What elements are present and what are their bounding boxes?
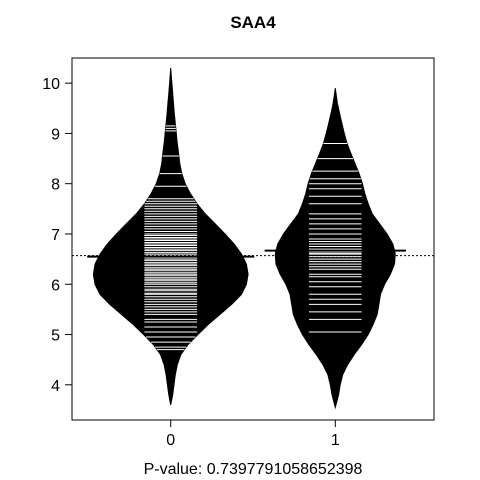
bean-group-0 (92, 68, 249, 405)
y-tick-label-5: 5 (51, 328, 60, 345)
y-tick-label-4: 4 (51, 378, 60, 395)
y-tick-label-6: 6 (51, 277, 60, 294)
x-axis-label: P-value: 0.7397791058652398 (144, 461, 363, 478)
bean-group-1 (274, 88, 396, 410)
x-tick-label-0: 0 (166, 432, 175, 449)
chart-title: SAA4 (230, 13, 276, 32)
y-axis: 4 5 6 7 8 9 10 (42, 76, 73, 395)
y-tick-label-10: 10 (42, 76, 60, 93)
y-tick-label-8: 8 (51, 177, 60, 194)
y-tick-label-9: 9 (51, 126, 60, 143)
y-tick-label-7: 7 (51, 227, 60, 244)
x-tick-label-1: 1 (331, 432, 340, 449)
beans-layer (87, 68, 406, 410)
